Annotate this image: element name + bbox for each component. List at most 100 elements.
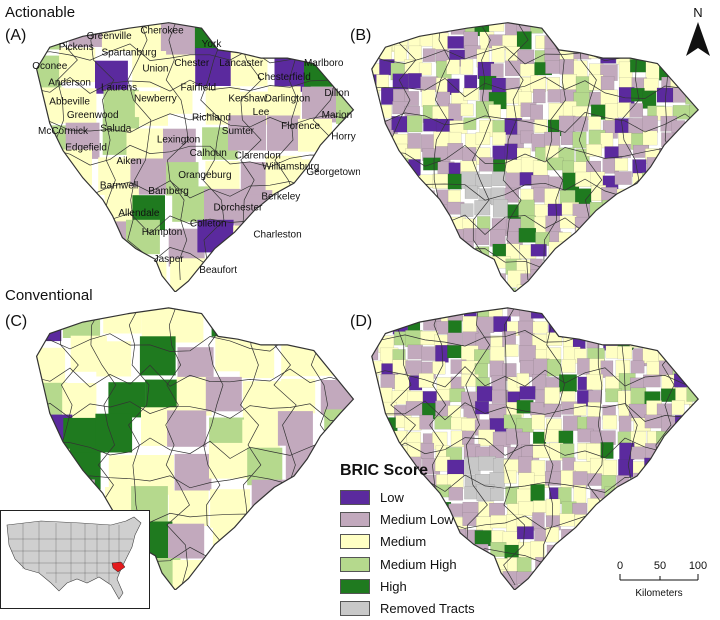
map-area	[643, 187, 658, 206]
county-label: Lexington	[157, 134, 200, 145]
map-area	[618, 285, 634, 292]
section-label-conventional: Conventional	[5, 287, 93, 304]
south-carolina-highlight-icon	[111, 561, 126, 573]
map-area	[704, 514, 705, 529]
map-area	[586, 330, 600, 349]
map-area	[490, 273, 506, 288]
map-area	[285, 445, 323, 484]
map-area	[656, 460, 671, 474]
map-area	[656, 245, 674, 263]
county-label: Aiken	[116, 156, 141, 167]
map-area	[390, 244, 405, 259]
map-area	[617, 231, 632, 248]
map-area	[394, 189, 411, 208]
map-area	[673, 531, 691, 546]
map-area	[160, 81, 193, 114]
legend-swatch	[340, 556, 370, 572]
map-area	[674, 415, 691, 433]
map-area	[675, 174, 691, 188]
legend: BRIC Score Low Medium Low Medium Medium Hig…	[340, 462, 510, 620]
map-area	[544, 387, 560, 405]
map-area	[559, 307, 574, 317]
map-area	[657, 474, 675, 492]
map-area	[371, 120, 380, 135]
scale-bar: 0 50 100 Kilometers	[617, 560, 707, 599]
county-label: Florence	[281, 121, 320, 132]
map-area	[633, 271, 648, 286]
map-area	[702, 376, 705, 392]
north-arrow-icon: N	[686, 5, 710, 56]
map-area	[390, 285, 408, 292]
county-label: Barnwell	[100, 181, 138, 192]
map-area	[242, 381, 282, 421]
map-area	[228, 115, 266, 151]
map-area	[520, 130, 534, 144]
map-area	[371, 22, 380, 35]
map-area	[285, 307, 324, 338]
map-area	[371, 391, 380, 407]
map-area	[405, 307, 419, 321]
county-label: Horry	[331, 132, 355, 143]
map-area	[535, 557, 550, 571]
map-area	[700, 190, 705, 204]
map-area	[489, 445, 504, 459]
map-area	[588, 116, 602, 130]
map-area	[561, 571, 576, 587]
map-area	[172, 560, 212, 590]
map-area	[404, 175, 422, 194]
map-area	[545, 498, 561, 518]
map-area	[574, 542, 589, 561]
county-label: Laurens	[101, 83, 137, 94]
map-area	[479, 157, 494, 172]
map-area	[661, 488, 680, 506]
map-area	[672, 307, 688, 322]
state-outline	[371, 22, 700, 292]
map-area	[371, 203, 379, 219]
map-area	[629, 307, 643, 320]
map-area	[643, 230, 660, 248]
legend-label: Medium	[380, 534, 427, 550]
map-area	[659, 22, 676, 33]
map-area	[36, 159, 70, 195]
map-area	[703, 286, 705, 292]
map-area	[356, 416, 360, 451]
county-label: Williamsburg	[262, 162, 319, 173]
map-area	[371, 246, 381, 264]
map-area	[673, 429, 690, 443]
map-area	[603, 307, 617, 321]
map-area	[591, 583, 605, 590]
legend-item: Medium	[340, 531, 510, 553]
map-area	[687, 60, 699, 74]
county-label: Richland	[192, 113, 231, 124]
map-area	[63, 417, 98, 454]
map-area	[687, 130, 699, 147]
map-area	[103, 307, 142, 334]
map-area	[701, 389, 705, 401]
map-area	[673, 143, 689, 161]
map-area	[421, 202, 437, 217]
map-area	[488, 22, 505, 32]
map-area	[645, 307, 662, 316]
county-label: Cherokee	[140, 26, 184, 37]
map-area	[371, 273, 377, 292]
map-area	[492, 171, 508, 187]
map-area	[447, 243, 465, 262]
map-area	[66, 196, 99, 230]
map-area	[560, 273, 578, 291]
county-label: Orangeburg	[178, 170, 231, 181]
map-area	[590, 512, 607, 529]
map-area	[588, 568, 602, 586]
map-area	[686, 307, 699, 323]
map-area	[371, 307, 381, 323]
map-area	[238, 261, 274, 292]
map-area	[532, 321, 548, 334]
map-area	[299, 25, 336, 63]
map-area	[212, 517, 253, 556]
map-area	[614, 171, 632, 185]
map-area	[548, 307, 565, 321]
map-area	[617, 346, 633, 360]
map-area	[702, 432, 705, 446]
legend-swatch	[340, 511, 370, 527]
county-label: Spartanburg	[101, 47, 156, 58]
